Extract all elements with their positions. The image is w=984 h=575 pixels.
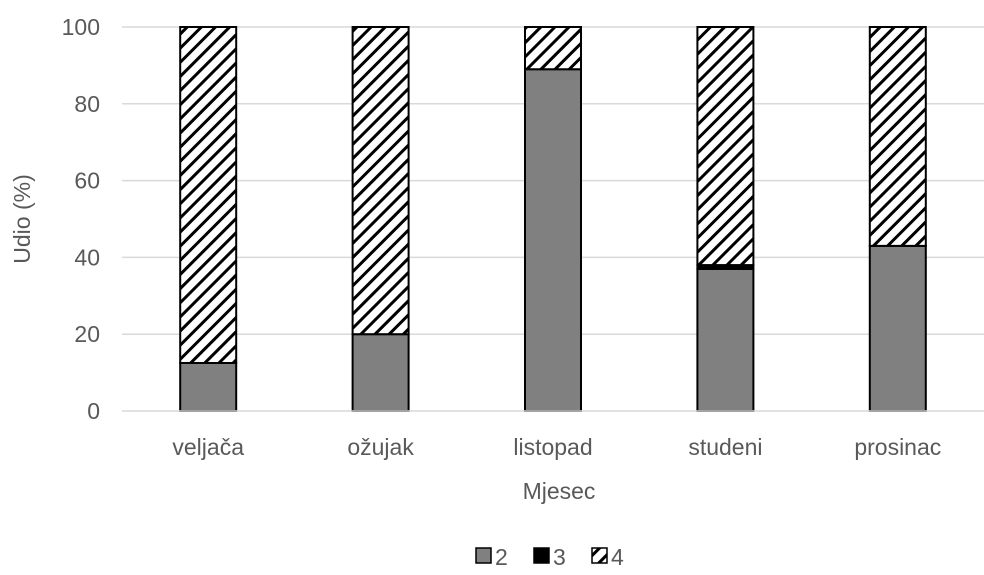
legend-swatch-3 <box>533 547 550 564</box>
y-tick-label: 100 <box>62 14 100 40</box>
bar-veljača-series-2 <box>179 362 238 412</box>
bars <box>179 26 927 413</box>
y-axis-ticks: 0 20 40 60 80 100 <box>62 14 100 424</box>
y-tick-label: 60 <box>74 168 100 194</box>
x-tick-label: ožujak <box>347 434 414 460</box>
y-tick-label: 0 <box>87 398 100 424</box>
y-tick-label: 40 <box>74 244 100 270</box>
y-tick-label: 80 <box>74 91 100 117</box>
bar-prosinac-series-4 <box>868 26 927 247</box>
bar-listopad-series-2 <box>524 68 582 413</box>
legend-label-4: 4 <box>611 544 624 570</box>
legend-label-3: 3 <box>553 544 566 570</box>
bar-prosinac-series-2 <box>868 244 927 412</box>
bar-studeni-series-2 <box>696 267 755 413</box>
legend: 2 3 4 <box>475 544 624 570</box>
x-tick-label: veljača <box>172 434 244 460</box>
x-axis-title: Mjesec <box>523 478 596 504</box>
x-tick-label: studeni <box>688 434 762 460</box>
x-axis-ticks: veljača ožujak listopad studeni prosinac <box>172 434 941 460</box>
y-axis-title: Udio (%) <box>9 174 35 263</box>
x-tick-label: prosinac <box>854 434 941 460</box>
legend-label-2: 2 <box>495 544 508 570</box>
legend-swatch-4 <box>591 547 608 564</box>
bar-listopad-series-4 <box>524 26 582 71</box>
bar-veljača-series-4 <box>179 26 238 364</box>
legend-swatch-2 <box>475 547 492 564</box>
bar-ožujak-series-4 <box>351 26 410 336</box>
x-tick-label: listopad <box>513 434 592 460</box>
bar-studeni-series-4 <box>696 26 755 267</box>
y-tick-label: 20 <box>74 321 100 347</box>
bar-ožujak-series-2 <box>351 333 410 413</box>
